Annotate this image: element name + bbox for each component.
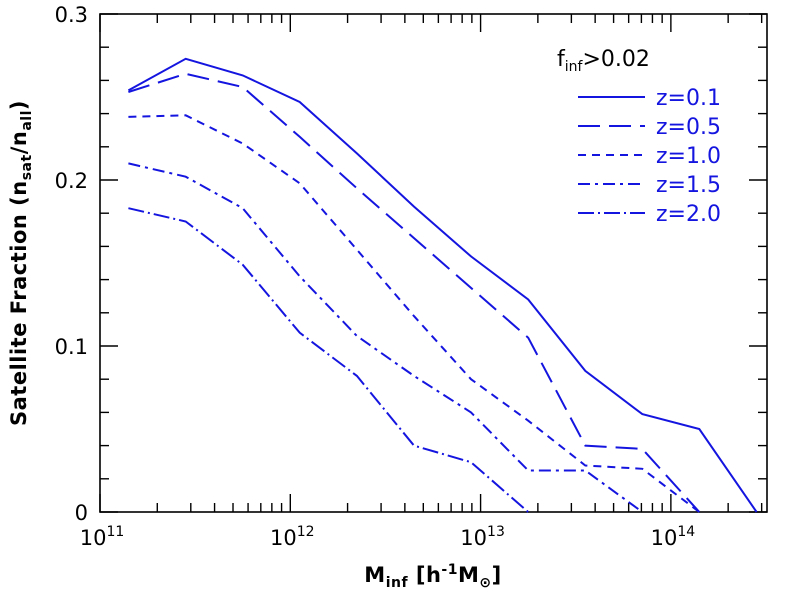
y-tick-label: 0.1	[55, 335, 88, 359]
series-line-z=0.5	[128, 72, 701, 513]
series-line-z=1.5	[128, 162, 643, 513]
legend-label: z=1.5	[656, 173, 721, 198]
legend: finf>0.02z=0.1 z=0.5 z=1.0 z=1.5 z=2.0	[557, 47, 721, 227]
plot-frame	[99, 13, 768, 513]
series-line-z=2.0	[128, 207, 529, 513]
x-tick-label: 1012	[270, 524, 315, 550]
series-line-z=0.1	[127, 57, 758, 513]
y-tick-label: 0	[75, 501, 88, 525]
legend-label: z=0.5	[656, 115, 721, 140]
y-tick-label: 0.3	[55, 3, 88, 27]
axis-ticks	[99, 13, 767, 513]
y-tick-label: 0.2	[55, 169, 88, 193]
legend-title: finf>0.02	[557, 47, 650, 75]
series-lines	[127, 57, 758, 513]
x-axis-title: Minf [h-1M⊙]	[364, 562, 501, 591]
legend-label: z=2.0	[656, 202, 721, 227]
x-tick-label: 1013	[460, 524, 505, 550]
x-tick-label: 1014	[651, 524, 696, 550]
legend-label: z=1.0	[656, 144, 721, 169]
tick-labels: 1011 1012 1013 1014 0 0.1 0.2 0.3	[55, 3, 696, 550]
y-axis-title: Satellite Fraction (nsat/nall)	[7, 100, 35, 426]
series-line-z=1.0	[128, 114, 700, 513]
legend-label: z=0.1	[656, 86, 721, 111]
x-tick-label: 1011	[80, 524, 125, 550]
